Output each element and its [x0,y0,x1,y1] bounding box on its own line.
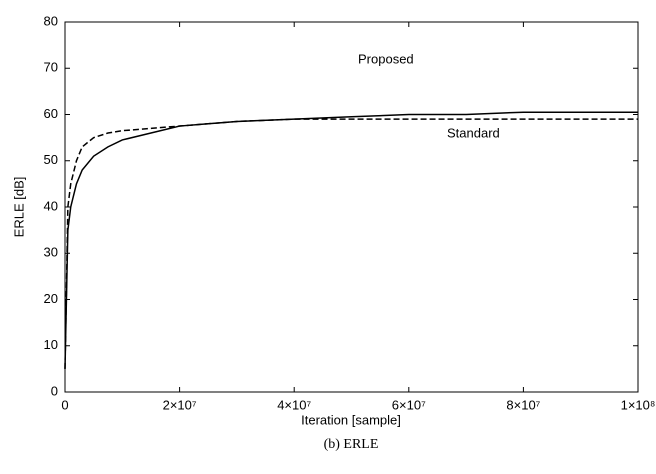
x-tick-label: 0 [61,397,68,412]
x-tick-label: 1×10⁸ [621,397,656,412]
caption: (b) ERLE [324,437,379,452]
y-tick-label: 70 [44,60,58,75]
x-axis-label: Iteration [sample] [301,412,401,427]
y-tick-label: 30 [44,245,58,260]
series-line [64,118,638,369]
y-axis-label: ERLE [dB] [11,177,26,238]
series-line [64,111,638,369]
x-tick-label: 2×10⁷ [163,397,197,412]
annotation: Standard [447,125,500,140]
annotation: Proposed [358,51,414,66]
y-tick-label: 60 [44,106,58,121]
y-tick-label: 40 [44,198,58,213]
y-tick-label: 50 [44,152,58,167]
y-tick-label: 0 [51,383,58,398]
plot-frame [64,21,639,393]
y-tick-label: 20 [44,291,58,306]
x-tick-label: 4×10⁷ [277,397,311,412]
x-tick-label: 8×10⁷ [506,397,540,412]
y-tick-label: 80 [44,13,58,28]
x-tick-label: 6×10⁷ [392,397,426,412]
y-tick-label: 10 [44,337,58,352]
